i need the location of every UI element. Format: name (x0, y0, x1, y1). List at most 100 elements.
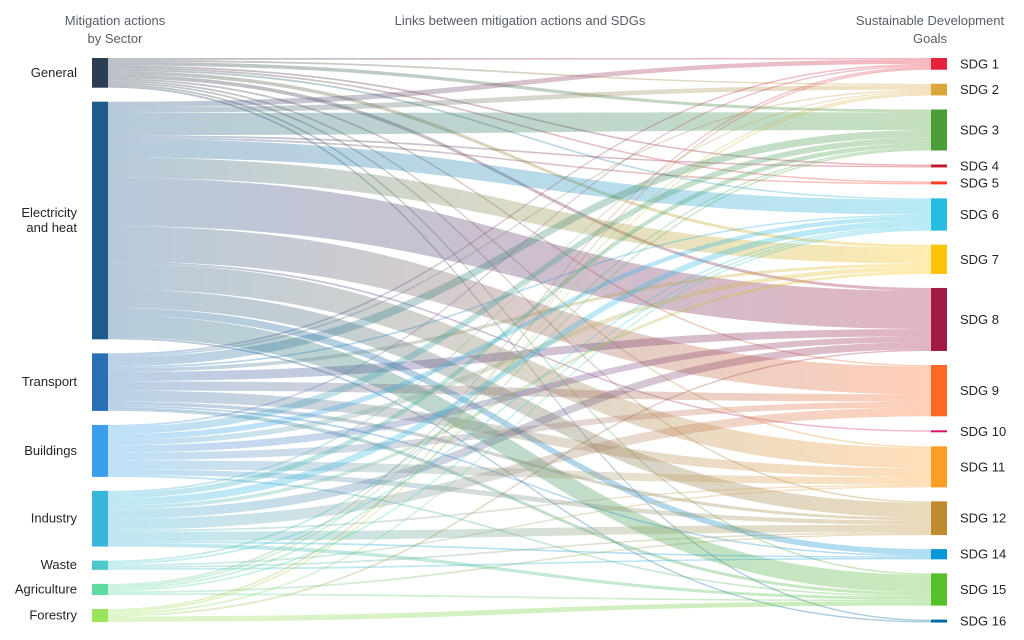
link-industry-sdg15[interactable] (108, 542, 931, 600)
sectors-header: Mitigation actions by Sector (40, 12, 190, 48)
link-agriculture-sdg12[interactable] (108, 533, 931, 594)
link-buildings-sdg3[interactable] (108, 137, 931, 435)
link-industry-sdg7[interactable] (108, 271, 931, 510)
sector-label-transport: Transport (22, 374, 78, 389)
link-general-sdg6[interactable] (108, 69, 931, 200)
link-transport-sdg7[interactable] (108, 263, 931, 372)
sdg-node-sdg4[interactable] (931, 164, 947, 168)
sector-node-forestry[interactable] (92, 609, 108, 622)
sdg-node-sdg5[interactable] (931, 181, 947, 185)
sector-node-electricity[interactable] (92, 101, 108, 340)
sector-label-industry: Industry (31, 511, 78, 526)
sdg-label-sdg5: SDG 5 (960, 175, 999, 190)
sdg-node-sdg14[interactable] (931, 549, 947, 560)
sdg-node-sdg3[interactable] (931, 109, 947, 151)
link-buildings-sdg7[interactable] (108, 266, 931, 446)
link-agriculture-sdg3[interactable] (108, 149, 931, 590)
link-transport-sdg12[interactable] (108, 401, 931, 521)
sdg-node-sdg1[interactable] (931, 58, 947, 70)
link-waste-sdg3[interactable] (108, 147, 931, 563)
sdg-node-sdg11[interactable] (931, 446, 947, 488)
link-transport-sdg15[interactable] (108, 407, 931, 596)
link-electricity-sdg2[interactable] (108, 85, 931, 113)
sdg-label-sdg14: SDG 14 (960, 547, 1006, 562)
link-electricity-sdg16[interactable] (108, 337, 931, 623)
sdg-node-sdg10[interactable] (931, 430, 947, 433)
sectors-header-line1: Mitigation actions (64, 13, 166, 28)
link-waste-sdg11[interactable] (108, 485, 931, 567)
link-forestry-sdg1[interactable] (108, 68, 931, 611)
link-forestry-sdg6[interactable] (108, 229, 931, 615)
sdg-label-sdg11: SDG 11 (960, 459, 1005, 474)
sdg-label-sdg10: SDG 10 (960, 424, 1006, 439)
link-industry-sdg8[interactable] (108, 342, 931, 519)
link-electricity-sdg5[interactable] (108, 136, 931, 185)
sector-node-waste[interactable] (92, 560, 108, 570)
link-electricity-sdg12[interactable] (108, 289, 931, 518)
sdg-label-sdg3: SDG 3 (960, 122, 999, 137)
link-industry-sdg12[interactable] (108, 524, 931, 542)
link-agriculture-sdg15[interactable] (108, 593, 931, 602)
link-industry-sdg3[interactable] (108, 143, 931, 499)
link-industry-sdg2[interactable] (108, 91, 931, 493)
link-transport-sdg14[interactable] (108, 405, 931, 557)
link-industry-sdg11[interactable] (108, 484, 931, 532)
link-general-sdg2[interactable] (108, 59, 931, 86)
link-buildings-sdg1[interactable] (108, 65, 931, 427)
sector-node-transport[interactable] (92, 353, 108, 411)
link-electricity-sdg1[interactable] (108, 59, 931, 108)
sdg-label-sdg4: SDG 4 (960, 158, 999, 173)
sdg-label-sdg6: SDG 6 (960, 207, 999, 222)
link-electricity-sdg4[interactable] (108, 135, 931, 168)
sdg-node-sdg2[interactable] (931, 83, 947, 96)
link-waste-sdg12[interactable] (108, 532, 931, 569)
link-forestry-sdg2[interactable] (108, 93, 931, 613)
sdg-node-sdg7[interactable] (931, 244, 947, 274)
sector-node-agriculture[interactable] (92, 583, 108, 596)
sdg-node-sdg9[interactable] (931, 364, 947, 417)
sdg-header: Sustainable Development Goals (820, 12, 1024, 48)
link-forestry-sdg15[interactable] (108, 601, 931, 622)
link-industry-sdg9[interactable] (108, 407, 931, 530)
sdg-node-sdg6[interactable] (931, 198, 947, 231)
sector-node-buildings[interactable] (92, 424, 108, 477)
sector-label-forestry: Forestry (29, 608, 77, 623)
sector-label-buildings: Buildings (24, 443, 77, 458)
link-buildings-sdg12[interactable] (108, 469, 931, 525)
link-forestry-sdg8[interactable] (108, 349, 931, 617)
sdg-label-sdg15: SDG 15 (960, 582, 1006, 597)
link-electricity-sdg15[interactable] (108, 315, 931, 593)
links-layer (108, 58, 931, 623)
sdg-label-sdg1: SDG 1 (960, 56, 999, 71)
sdg-node-sdg12[interactable] (931, 501, 947, 536)
sector-node-general[interactable] (92, 58, 108, 88)
link-buildings-sdg6[interactable] (108, 215, 931, 440)
link-electricity-sdg8[interactable] (108, 177, 931, 330)
sdg-node-sdg16[interactable] (931, 619, 947, 623)
link-industry-sdg6[interactable] (108, 220, 931, 506)
link-electricity-sdg3[interactable] (108, 112, 931, 136)
sdg-header-line2: Goals (913, 31, 947, 46)
sector-label-general: General (31, 65, 77, 80)
link-waste-sdg6[interactable] (108, 226, 931, 565)
links-header: Links between mitigation actions and SDG… (394, 13, 646, 28)
sdg-label-sdg2: SDG 2 (960, 82, 999, 97)
sdg-node-sdg15[interactable] (931, 573, 947, 606)
sdg-label-sdg12: SDG 12 (960, 511, 1006, 526)
link-electricity-sdg7[interactable] (108, 157, 931, 264)
link-agriculture-sdg6[interactable] (108, 227, 931, 592)
link-agriculture-sdg1[interactable] (108, 66, 931, 586)
link-general-sdg3[interactable] (108, 61, 931, 113)
link-transport-sdg3[interactable] (108, 129, 931, 367)
sdg-node-sdg8[interactable] (931, 287, 947, 351)
link-electricity-sdg10[interactable] (108, 261, 931, 432)
link-general-sdg7[interactable] (108, 70, 931, 248)
sdg-header-line1: Sustainable Development (855, 13, 1005, 28)
link-general-sdg1[interactable] (108, 58, 931, 60)
link-transport-sdg2[interactable] (108, 89, 931, 358)
sector-node-industry[interactable] (92, 490, 108, 547)
sdg-label-sdg7: SDG 7 (960, 252, 999, 267)
link-transport-sdg1[interactable] (108, 63, 931, 356)
sector-label-electricity: Electricity (21, 205, 77, 220)
